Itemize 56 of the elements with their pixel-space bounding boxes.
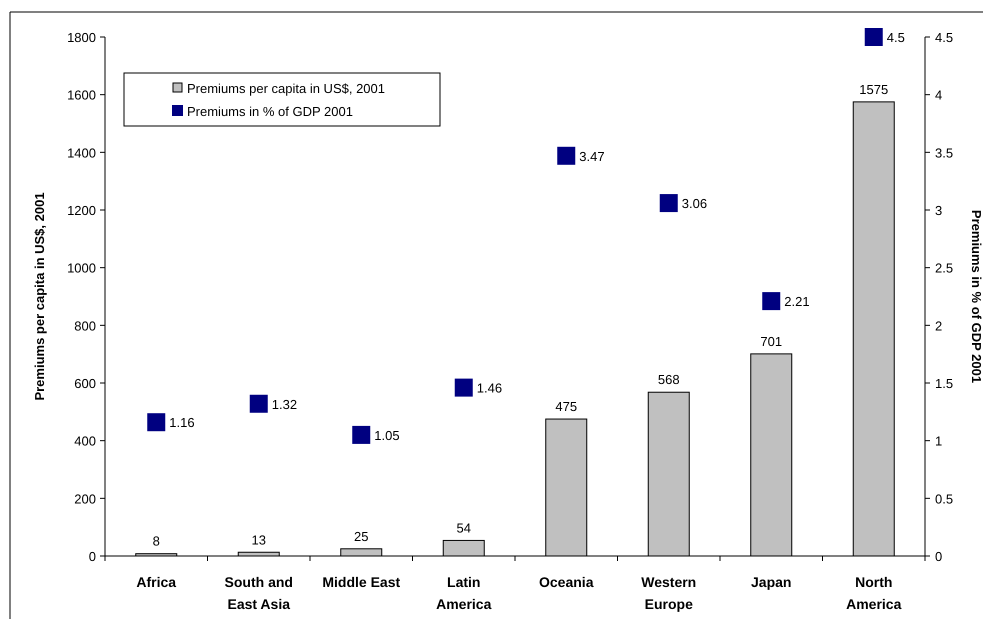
data-label: 54 <box>456 520 471 536</box>
y-tick-label: 400 <box>74 434 96 449</box>
point <box>147 413 166 432</box>
x-tick-label: Latin America <box>436 574 492 612</box>
y-tick-label: 1600 <box>67 88 96 103</box>
data-label: 3.06 <box>682 196 708 212</box>
data-label: 1.16 <box>169 415 195 430</box>
data-label: 1.46 <box>476 380 502 396</box>
point <box>250 394 268 413</box>
data-label: 4.5 <box>886 30 905 45</box>
y-tick-label: 1000 <box>67 260 96 276</box>
y2-tick-label: 1 <box>935 434 942 449</box>
point <box>352 426 370 444</box>
data-label: 3.47 <box>579 148 605 164</box>
y2-tick-label: 4.5 <box>935 30 954 45</box>
point <box>454 378 473 397</box>
y2-tick-label: 0.5 <box>935 491 954 506</box>
y-tick-label: 600 <box>74 376 96 391</box>
data-label: 475 <box>555 399 578 414</box>
x-tick-label: South and East Asia <box>224 574 293 612</box>
data-label: 2.21 <box>784 294 810 310</box>
data-label: 13 <box>252 532 266 548</box>
y2-tick-label: 3 <box>935 203 942 218</box>
y2-axis-title: Premiums in % of GDP 2001 <box>969 210 983 384</box>
data-label: 1.05 <box>374 428 400 443</box>
point <box>864 28 883 46</box>
y2-tick-label: 2 <box>935 318 942 334</box>
y2-tick-label: 4 <box>935 88 942 103</box>
data-label: 1575 <box>859 82 888 97</box>
y-tick-label: 1800 <box>67 30 96 45</box>
data-label: 25 <box>354 528 368 544</box>
x-tick-label: Oceania <box>539 574 594 590</box>
point <box>762 292 780 310</box>
point <box>557 146 576 165</box>
x-tick-label: Africa <box>136 574 176 590</box>
x-tick-label: Middle East <box>322 574 400 590</box>
x-tick-label: North America <box>846 574 902 612</box>
x-tick-label: Western Europe <box>641 574 696 612</box>
y-axis-title: Premiums per capita in US$, 2001 <box>32 192 47 401</box>
data-label: 1.32 <box>272 396 298 412</box>
y2-tick-label: 2.5 <box>935 260 954 276</box>
point <box>660 194 678 212</box>
y-tick-label: 800 <box>74 318 96 334</box>
y2-tick-label: 0 <box>935 549 942 564</box>
y-tick-label: 200 <box>74 491 96 506</box>
x-tick-label: Japan <box>751 574 792 590</box>
y-tick-label: 0 <box>88 549 96 564</box>
y-tick-label: 1400 <box>67 145 96 160</box>
legend-label: Premiums per capita in US$, 2001 <box>187 81 385 96</box>
y2-tick-label: 1.5 <box>935 376 954 391</box>
y2-tick-label: 3.5 <box>935 145 954 160</box>
legend-label: Premiums in % of GDP 2001 <box>187 104 353 119</box>
data-label: 701 <box>760 334 782 349</box>
data-label: 568 <box>658 372 680 388</box>
data-label: 8 <box>152 534 160 549</box>
y-tick-label: 1200 <box>67 203 96 218</box>
